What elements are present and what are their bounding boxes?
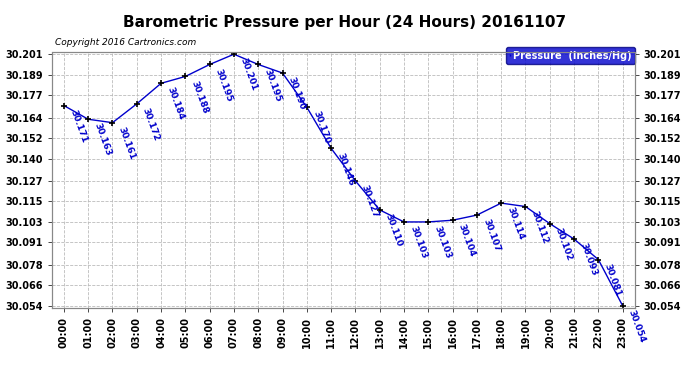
Text: 30.190: 30.190 bbox=[287, 76, 307, 111]
Text: 30.093: 30.093 bbox=[578, 242, 598, 278]
Text: Copyright 2016 Cartronics.com: Copyright 2016 Cartronics.com bbox=[55, 38, 196, 47]
Text: 30.172: 30.172 bbox=[141, 106, 161, 142]
Text: 30.146: 30.146 bbox=[335, 151, 355, 187]
Text: 30.184: 30.184 bbox=[165, 86, 186, 122]
Text: 30.195: 30.195 bbox=[214, 67, 234, 103]
Text: 30.127: 30.127 bbox=[359, 184, 380, 219]
Text: 30.112: 30.112 bbox=[530, 209, 550, 245]
Text: Barometric Pressure per Hour (24 Hours) 20161107: Barometric Pressure per Hour (24 Hours) … bbox=[124, 15, 566, 30]
Text: 30.107: 30.107 bbox=[481, 218, 502, 254]
Text: 30.081: 30.081 bbox=[602, 262, 623, 298]
Text: 30.201: 30.201 bbox=[238, 57, 258, 92]
Text: 30.103: 30.103 bbox=[433, 225, 453, 260]
Text: 30.110: 30.110 bbox=[384, 213, 404, 248]
Text: 30.188: 30.188 bbox=[190, 79, 210, 115]
Text: 30.170: 30.170 bbox=[311, 110, 331, 146]
Text: 30.104: 30.104 bbox=[457, 223, 477, 258]
Text: 30.114: 30.114 bbox=[505, 206, 526, 242]
Text: 30.102: 30.102 bbox=[554, 226, 574, 262]
Legend: Pressure  (Inches/Hg): Pressure (Inches/Hg) bbox=[506, 47, 635, 64]
Text: 30.054: 30.054 bbox=[627, 309, 647, 344]
Text: 30.195: 30.195 bbox=[262, 67, 283, 103]
Text: 30.163: 30.163 bbox=[92, 122, 112, 158]
Text: 30.171: 30.171 bbox=[68, 108, 88, 144]
Text: 30.103: 30.103 bbox=[408, 225, 428, 260]
Text: 30.161: 30.161 bbox=[117, 126, 137, 161]
